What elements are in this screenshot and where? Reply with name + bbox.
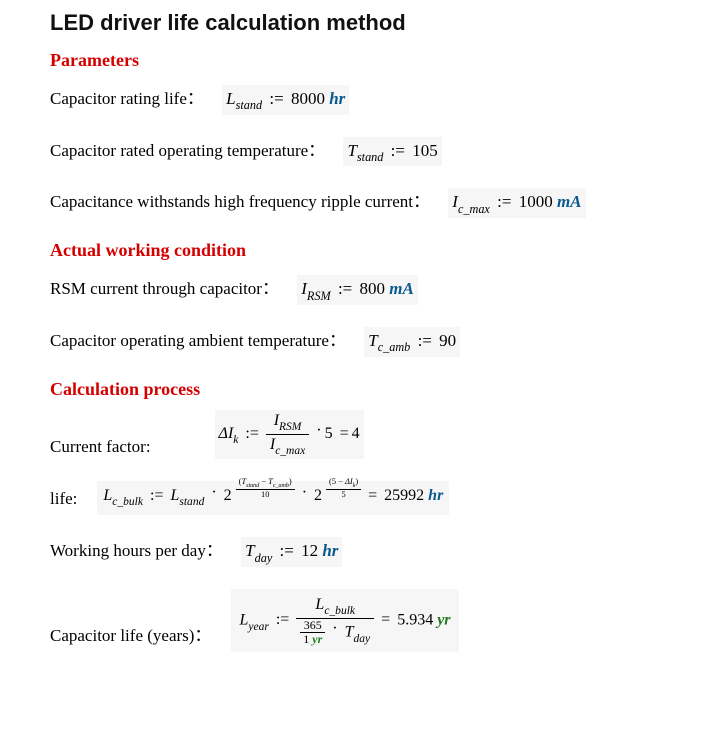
document-page: LED driver life calculation method Param… xyxy=(0,0,705,704)
unit-yr: yr xyxy=(437,611,450,628)
row-hours-per-day: Working hours per day： Tday := 12 hr xyxy=(50,537,655,567)
row-cap-life-years: Capacitor life (years)： Lyear := Lc_bulk… xyxy=(50,589,655,652)
fraction-outer: Lc_bulk 365 1 yr · Tday xyxy=(296,595,374,646)
formula-Lyear: Lyear := Lc_bulk 365 1 yr · Tday xyxy=(231,589,458,652)
unit-mA: mA xyxy=(557,192,582,211)
section-calc: Calculation process xyxy=(50,379,655,400)
row-rsm-current: RSM current through capacitor： IRSM := 8… xyxy=(50,275,655,305)
fraction-inner: 365 1 yr xyxy=(300,619,325,646)
row-cap-op-amb: Capacitor operating ambient temperature：… xyxy=(50,327,655,357)
label-current-factor: Current factor: xyxy=(50,437,151,459)
label-cap-op-amb: Capacitor operating ambient temperature： xyxy=(50,331,346,350)
formula-Tstand: Tstand := 105 xyxy=(343,137,441,167)
label-hours-per-day: Working hours per day： xyxy=(50,541,223,560)
unit-hr: hr xyxy=(329,89,345,108)
row-current-factor: Current factor: ΔIk := IRSM Ic_max ·5 =4 xyxy=(50,410,655,459)
row-cap-ripple: Capacitance withstands high frequency ri… xyxy=(50,188,655,218)
formula-deltaIk: ΔIk := IRSM Ic_max ·5 =4 xyxy=(215,410,364,459)
label-cap-life-years: Capacitor life (years)： xyxy=(50,621,211,652)
page-title: LED driver life calculation method xyxy=(50,10,655,36)
label-cap-rated-temp: Capacitor rated operating temperature： xyxy=(50,141,325,160)
unit-hr: hr xyxy=(428,487,443,504)
label-cap-ripple: Capacitance withstands high frequency ri… xyxy=(50,192,430,211)
label-rsm-current: RSM current through capacitor： xyxy=(50,279,279,298)
fraction: IRSM Ic_max xyxy=(266,411,309,458)
unit-mA: mA xyxy=(389,279,414,298)
row-cap-rating-life: Capacitor rating life： Lstand := 8000 hr xyxy=(50,85,655,115)
exponent-2: (5 − ΔIk) 5 xyxy=(326,477,361,500)
row-cap-rated-temp: Capacitor rated operating temperature： T… xyxy=(50,137,655,167)
unit-hr: hr xyxy=(322,541,338,560)
formula-Lcbulk: Lc_bulk := Lstand · 2 (Tstand − Tc_amb) … xyxy=(97,481,449,516)
formula-Tday: Tday := 12 hr xyxy=(241,537,342,567)
formula-Tcamb: Tc_amb := 90 xyxy=(364,327,460,357)
section-parameters: Parameters xyxy=(50,50,655,71)
formula-IRSM: IRSM := 800 mA xyxy=(297,275,418,305)
label-cap-rating-life: Capacitor rating life： xyxy=(50,89,204,108)
label-life: life: xyxy=(50,489,77,515)
row-life: life: Lc_bulk := Lstand · 2 (Tstand − Tc… xyxy=(50,481,655,516)
section-actual: Actual working condition xyxy=(50,240,655,261)
formula-Icmax: Ic_max := 1000 mA xyxy=(448,188,585,218)
formula-Lstand: Lstand := 8000 hr xyxy=(222,85,349,115)
exponent-1: (Tstand − Tc_amb) 10 xyxy=(236,477,295,500)
